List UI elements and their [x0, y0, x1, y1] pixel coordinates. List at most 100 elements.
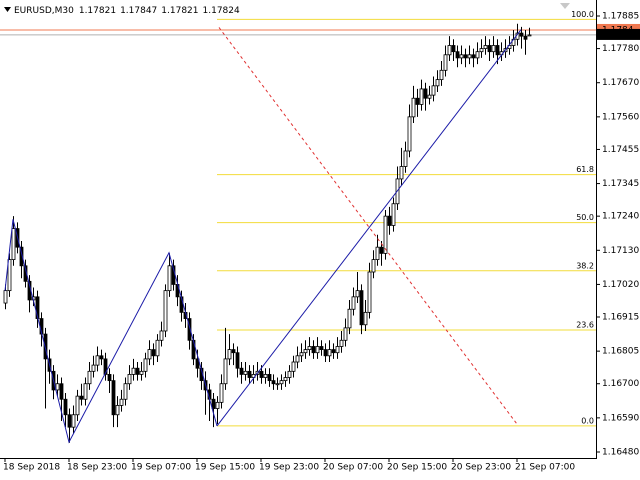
fib-label: 23.6 — [576, 321, 594, 330]
candle-body — [351, 296, 356, 310]
candle-body — [459, 54, 464, 59]
candle-body — [71, 414, 76, 428]
candle-body — [391, 203, 396, 226]
candle-body — [111, 380, 116, 416]
chart-shift-marker — [560, 3, 570, 9]
candle-body — [411, 97, 416, 118]
candle-body — [267, 374, 272, 382]
y-tick-label: 1.17670 — [602, 78, 639, 88]
candle-body — [367, 271, 372, 313]
y-tick-label: 1.17455 — [602, 145, 639, 155]
candle-body — [379, 246, 384, 254]
candle-body — [139, 370, 144, 375]
candle-body — [259, 370, 264, 378]
candle-body — [339, 339, 344, 347]
candle-body — [387, 215, 392, 226]
candle-body — [407, 116, 412, 152]
candle-body — [475, 51, 480, 59]
x-tick-label: 20 Sep 07:00 — [323, 463, 383, 473]
zigzag-line — [4, 219, 218, 444]
trend-line — [216, 29, 522, 427]
candle-body — [435, 79, 440, 87]
candle-body — [315, 346, 320, 354]
candle-body — [263, 374, 268, 378]
candle-body — [159, 330, 164, 341]
candle-body — [375, 246, 380, 261]
y-tick-label: 1.16480 — [602, 448, 639, 458]
candle-body — [63, 398, 68, 416]
candle-body — [491, 45, 496, 53]
candle-body — [131, 367, 136, 375]
candle-body — [463, 54, 468, 59]
candle-body — [155, 339, 160, 357]
y-tick-label: 1.16915 — [602, 313, 639, 323]
candle-body — [11, 228, 16, 261]
candle-body — [523, 35, 528, 40]
candle-body — [471, 54, 476, 59]
candle-body — [467, 54, 472, 59]
candle-body — [419, 88, 424, 105]
x-tick-label: 21 Sep 07:00 — [515, 463, 575, 473]
candle-body — [247, 370, 252, 378]
candle-body — [319, 346, 324, 350]
candle-body — [91, 364, 96, 372]
fib-label: 61.8 — [576, 165, 594, 174]
candle-body — [455, 51, 460, 59]
candle-body — [311, 346, 316, 354]
candle-body — [275, 383, 280, 386]
x-tick-label: 19 Sep 07:00 — [131, 463, 191, 473]
candle-body — [223, 358, 228, 385]
candle-body — [99, 355, 104, 360]
candle-body — [19, 246, 24, 267]
candle-body — [479, 48, 484, 53]
bid-label: 1.17824 — [602, 30, 639, 40]
bid-label-box — [597, 28, 640, 40]
candle-body — [279, 380, 284, 385]
candle-body — [487, 45, 492, 53]
candle-body — [327, 349, 332, 357]
y-tick-label: 1.17130 — [602, 246, 639, 256]
x-tick-label: 20 Sep 23:00 — [451, 463, 511, 473]
y-tick-label: 1.16805 — [602, 347, 639, 357]
candle-body — [3, 290, 8, 304]
candle-body — [123, 383, 128, 400]
candle-body — [303, 349, 308, 354]
candle-body — [519, 32, 524, 37]
open: 1.17821 — [79, 6, 116, 16]
fib-label: 38.2 — [576, 261, 594, 270]
x-tick-label: 19 Sep 23:00 — [259, 463, 319, 473]
candle-body — [371, 259, 376, 273]
candle-body — [423, 88, 428, 99]
candle-body — [79, 395, 84, 400]
fib-label: 50.0 — [576, 213, 594, 222]
candle-body — [87, 370, 92, 385]
x-tick-label: 20 Sep 15:00 — [387, 463, 447, 473]
symbol: EURUSD,M30 — [14, 6, 74, 16]
candle-body — [55, 383, 60, 391]
candle-body — [107, 374, 112, 382]
candle-body — [143, 358, 148, 372]
candle-body — [403, 150, 408, 167]
candle-body — [383, 215, 388, 254]
candle-body — [431, 85, 436, 96]
candle-body — [239, 367, 244, 375]
candle-body — [211, 398, 216, 409]
y-tick-label: 1.17020 — [602, 280, 639, 290]
candle-body — [115, 405, 120, 416]
close: 1.17824 — [203, 6, 240, 16]
candle-body — [447, 45, 452, 56]
candle-body — [83, 383, 88, 400]
candle-body — [235, 352, 240, 369]
candle-body — [59, 383, 64, 400]
fib-trend-line — [218, 27, 518, 425]
candle-body — [323, 349, 328, 357]
candle-body — [103, 358, 108, 375]
high: 1.17847 — [120, 6, 157, 16]
fib-label: 0.0 — [581, 416, 594, 425]
candle-body — [219, 383, 224, 403]
candle-body — [95, 355, 100, 366]
candle-body — [343, 327, 348, 341]
symbol-menu-arrow[interactable] — [4, 7, 11, 12]
candle-body — [363, 311, 368, 326]
